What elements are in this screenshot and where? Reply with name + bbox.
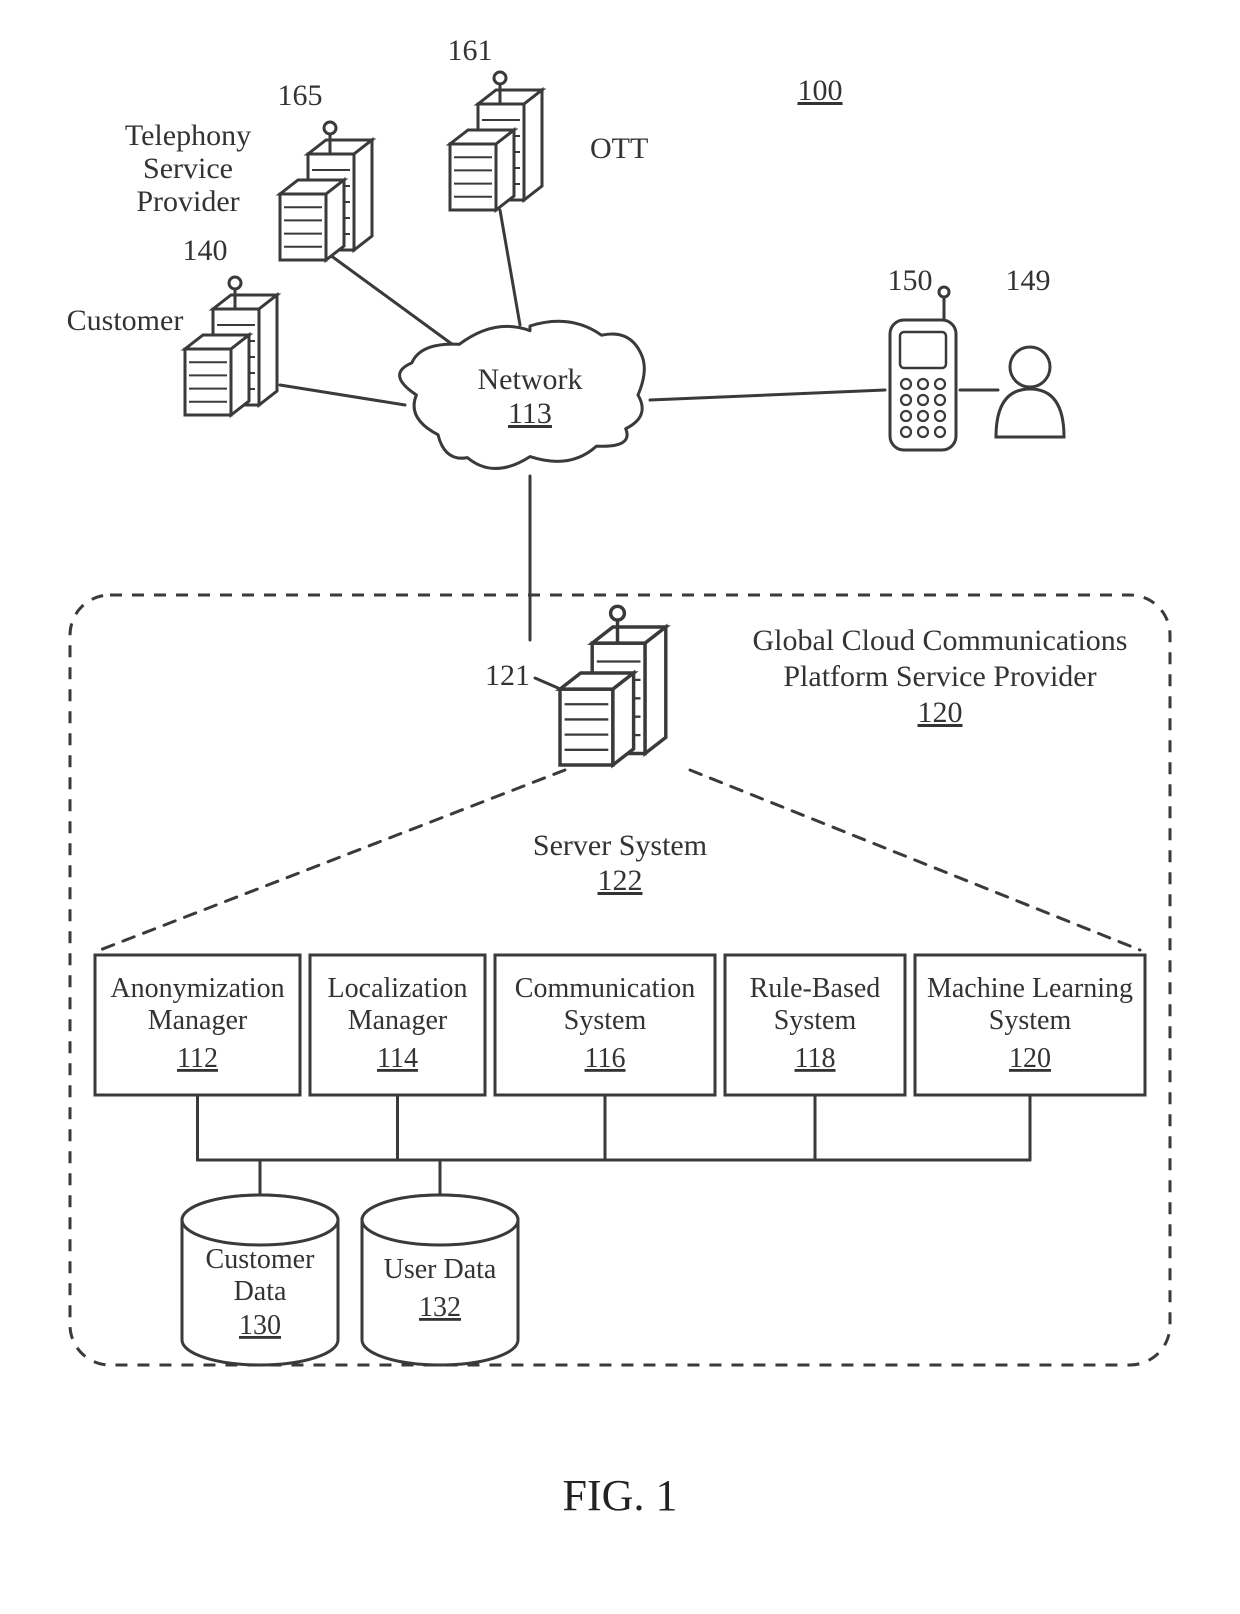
svg-text:System: System xyxy=(989,1005,1072,1036)
server-icon xyxy=(185,277,277,415)
phone-icon xyxy=(890,287,956,450)
module-label: Communication xyxy=(515,973,695,1004)
diagram-canvas: Network113 165 TelephonyServiceProvider 161… xyxy=(0,0,1240,1614)
ott-ref: 161 xyxy=(448,34,493,67)
device-ref: 150 xyxy=(888,264,933,297)
ott-label: OTT xyxy=(590,132,648,165)
customer-label: Customer xyxy=(67,304,184,337)
module-label: Machine Learning xyxy=(927,973,1133,1004)
module-label: Anonymization xyxy=(110,973,284,1004)
db-user-ref: 132 xyxy=(419,1292,461,1323)
network-ref: 113 xyxy=(508,397,552,430)
provider-label: Global Cloud Communications xyxy=(753,624,1128,657)
module-ref: 120 xyxy=(1009,1043,1051,1074)
module-ref: 116 xyxy=(585,1043,626,1074)
server-system-label: Server System xyxy=(533,829,707,862)
module-ref: 114 xyxy=(377,1043,418,1074)
provider-ref: 120 xyxy=(918,696,963,729)
figure-caption: FIG. 1 xyxy=(563,1471,678,1520)
svg-text:Data: Data xyxy=(234,1276,287,1307)
svg-text:System: System xyxy=(564,1005,647,1036)
telephony-ref: 165 xyxy=(278,79,323,112)
svg-text:Manager: Manager xyxy=(348,1005,448,1036)
db-customer-label: Customer xyxy=(206,1244,316,1275)
module-label: Localization xyxy=(328,973,468,1004)
user-ref: 149 xyxy=(1006,264,1051,297)
customer-ref: 140 xyxy=(183,234,228,267)
svg-text:Provider: Provider xyxy=(136,185,239,218)
telephony-label: Telephony xyxy=(125,119,251,152)
module-label: Rule-Based xyxy=(750,973,881,1004)
server-ref: 121 xyxy=(485,659,530,692)
svg-text:Platform Service Provider: Platform Service Provider xyxy=(783,660,1096,693)
server-icon xyxy=(560,606,666,765)
svg-text:System: System xyxy=(774,1005,857,1036)
server-icon xyxy=(280,122,372,260)
svg-text:Service: Service xyxy=(143,152,233,185)
db-user-label: User Data xyxy=(384,1254,497,1285)
svg-text:Manager: Manager xyxy=(148,1005,248,1036)
server-system-ref: 122 xyxy=(598,864,643,897)
user-icon xyxy=(996,347,1064,437)
module-ref: 112 xyxy=(177,1043,218,1074)
server-icon xyxy=(450,72,542,210)
module-ref: 118 xyxy=(795,1043,836,1074)
system-ref: 100 xyxy=(798,74,843,107)
db-customer-ref: 130 xyxy=(239,1310,281,1341)
network-label: Network xyxy=(478,363,583,396)
